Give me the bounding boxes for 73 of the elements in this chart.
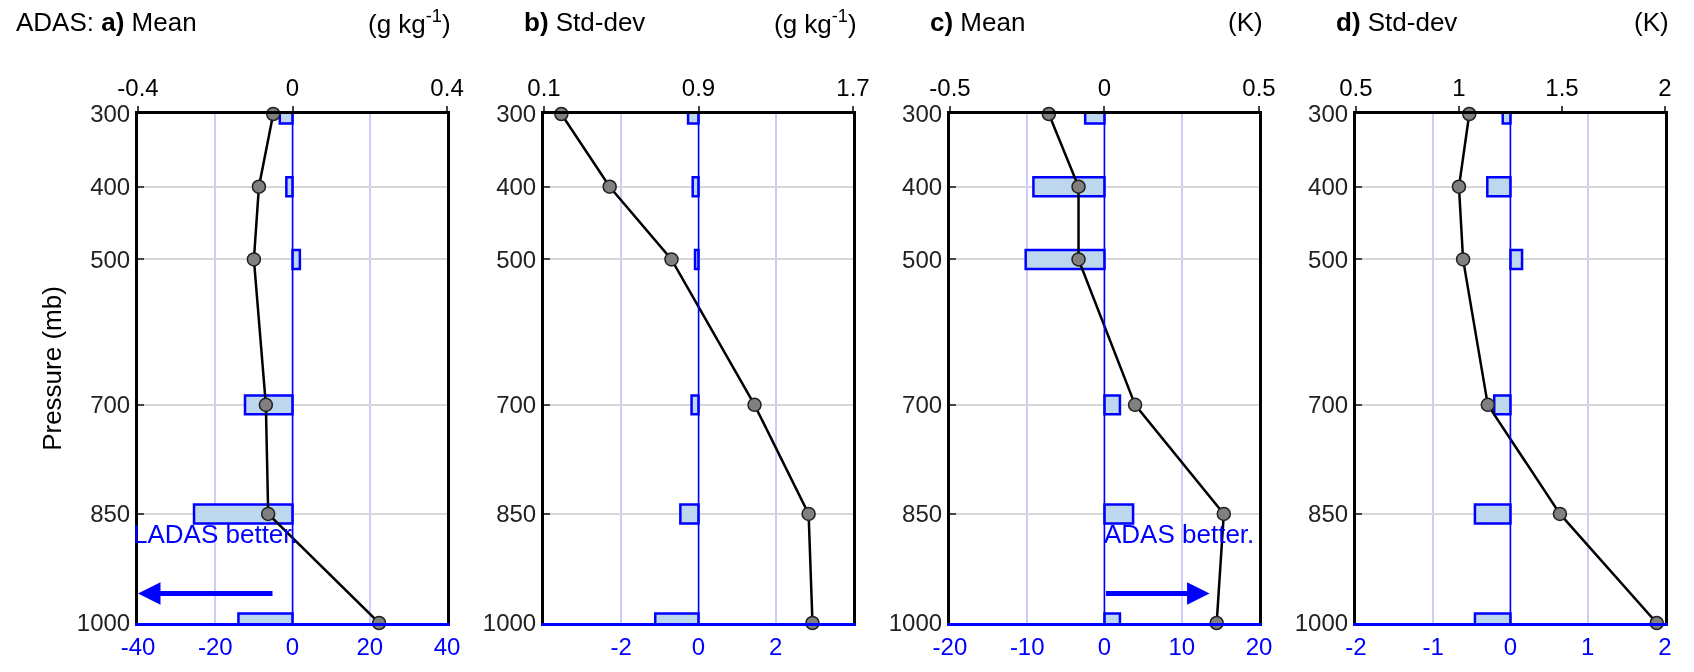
x-tick-label: 10 [1168,632,1196,660]
x2-tick-label: 0.5 [1339,74,1373,102]
chart-title: ADAS: a) Mean [16,7,197,37]
point [1552,506,1568,522]
x-tick-label: -10 [1009,632,1045,660]
y-tick-label: 300 [496,100,537,128]
chart-title: c) Mean [930,7,1026,37]
point [747,397,762,413]
point [1451,179,1467,194]
y-tick-label: 400 [902,173,943,201]
point [1216,506,1232,522]
x2-axis-title: (g kg$^{-1}$) [368,6,451,39]
point [246,252,262,267]
x-tick-label: 0 [285,632,300,660]
x-tick-label: 0 [1503,632,1518,660]
point [1127,397,1143,413]
point [1455,252,1471,267]
x-tick-label: 40 [433,632,461,660]
x2-axis-title: (K) [1228,7,1263,37]
chart-title: d) Std-dev [1336,7,1458,37]
x2-axis-title: (g kg$^{-1}$) [774,6,857,39]
x-tick-label: -1 [1422,632,1444,660]
x2-tick-label: 1.5 [1545,74,1579,102]
x-tick-label: 0 [1097,632,1112,660]
point [801,506,816,522]
y-axis-title: Pressure (mb) [37,286,68,451]
y-tick-label: 500 [90,245,131,273]
x-tick-label: 0 [691,632,706,660]
y-tick-label: 1000 [482,609,537,637]
y-tick-label: 700 [1308,391,1349,419]
x2-tick-label: 0.1 [527,74,561,102]
x-tick-label: 20 [1245,632,1273,660]
y-tick-label: 700 [496,391,537,419]
x-tick-label: 20 [356,632,384,660]
x-tick-label: -20 [197,632,233,660]
x2-tick-label: 0.4 [430,74,464,102]
y-tick-label: 500 [1308,245,1349,273]
point [602,179,617,194]
x2-tick-label: -0.4 [117,74,159,102]
x2-tick-label: 0 [285,74,300,102]
x2-tick-label: -0.5 [929,74,971,102]
y-tick-label: 400 [496,173,537,201]
x2-tick-label: 2 [1658,74,1672,102]
y-tick-label: 300 [1308,100,1349,128]
chart-title: b) Std-dev [524,7,646,37]
x-tick-label: 1 [1581,632,1595,660]
y-tick-label: 850 [902,500,943,528]
x2-tick-label: 0 [1097,74,1112,102]
y-tick-label: 500 [902,245,943,273]
y-tick-label: 850 [90,500,131,528]
x2-tick-label: 0.5 [1242,74,1276,102]
point [664,252,679,267]
y-tick-label: 700 [902,391,943,419]
point [251,179,267,194]
y-tick-label: 850 [1308,500,1349,528]
point [1071,179,1086,194]
x-tick-label: 2 [769,632,783,660]
point [1480,397,1496,413]
y-tick-label: 700 [90,391,131,419]
y-tick-label: 500 [496,245,537,273]
point [1071,252,1086,267]
y-tick-label: 400 [90,173,131,201]
x2-tick-label: 0.9 [681,74,716,102]
x-tick-label: 2 [1658,632,1672,660]
point [260,506,276,522]
x-tick-label: -2 [610,632,632,660]
y-tick-label: 400 [1308,173,1349,201]
y-tick-label: 850 [496,500,537,528]
y-tick-label: 300 [90,100,131,128]
x2-tick-label: 1.7 [836,74,870,102]
x2-axis-title: (K) [1634,7,1669,37]
x2-tick-label: 1 [1452,74,1466,102]
y-tick-label: 300 [902,100,943,128]
